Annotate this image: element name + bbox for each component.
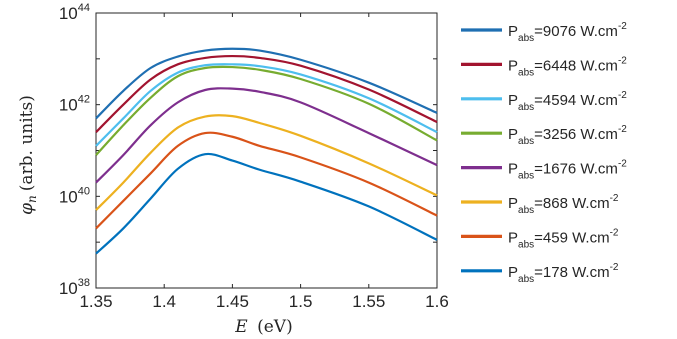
series-lines [95, 47, 438, 255]
y-tick-label: 1038 [59, 277, 90, 298]
series-line [95, 152, 438, 255]
plot-frame [95, 12, 438, 289]
x-tick-label: 1.4 [152, 292, 176, 311]
y-axis-title: φn(arb. units) [17, 95, 39, 215]
series-line [95, 54, 438, 133]
series-line [95, 47, 438, 120]
x-axis: 1.35 1.4 1.45 1.5 1.55 1.6 [79, 13, 449, 311]
x-tick-label: 1.45 [216, 292, 249, 311]
y-tick-label: 1040 [59, 185, 90, 206]
x-axis-title: E (eV) [234, 317, 292, 337]
legend-entry-label: Pabs=178 W.cm-2 [508, 262, 619, 285]
legend-entry-label: Pabs=868 W.cm-2 [508, 193, 619, 216]
y-tick-label: 1044 [59, 2, 90, 23]
series-line [95, 63, 438, 147]
legend-entry-label: Pabs=4594 W.cm-2 [508, 90, 627, 113]
plot-area [95, 12, 438, 289]
x-tick-label: 1.6 [425, 292, 449, 311]
legend-entry-label: Pabs=3256 W.cm-2 [508, 124, 627, 147]
series-line [95, 114, 438, 211]
series-line [95, 131, 438, 230]
legend-entry-label: Pabs=9076 W.cm-2 [508, 21, 627, 44]
x-tick-label: 1.55 [352, 292, 385, 311]
y-tick-label: 1042 [59, 94, 90, 115]
legend: Pabs=9076 W.cm-2 Pabs=6448 W.cm-2 Pabs=459… [451, 11, 671, 291]
x-tick-label: 1.5 [289, 292, 313, 311]
legend-entry-label: Pabs=459 W.cm-2 [508, 227, 619, 250]
series-line [95, 65, 438, 156]
legend-box [451, 11, 671, 291]
y-axis: 1038 1040 1042 1044 [59, 2, 437, 298]
legend-entry-label: Pabs=1676 W.cm-2 [508, 159, 627, 182]
x-tick-label: 1.35 [79, 292, 112, 311]
legend-entry-label: Pabs=6448 W.cm-2 [508, 55, 627, 78]
series-line [95, 87, 438, 184]
